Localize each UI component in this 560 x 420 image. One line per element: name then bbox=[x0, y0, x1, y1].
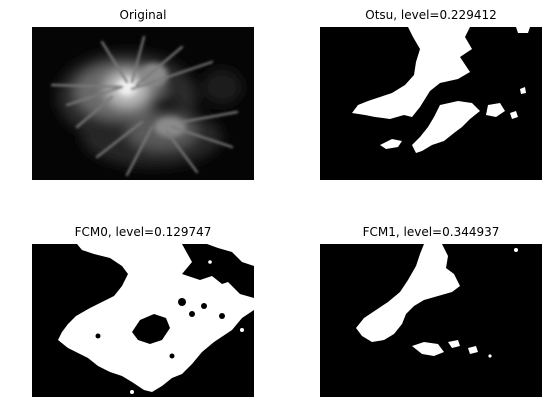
otsu-mask-image bbox=[320, 27, 542, 180]
fcm0-mask-image bbox=[32, 244, 254, 397]
original-image bbox=[32, 27, 254, 180]
panel-title-fcm1: FCM1, level=0.344937 bbox=[362, 225, 500, 239]
fcm1-mask-image bbox=[320, 244, 542, 397]
panel-title-otsu: Otsu, level=0.229412 bbox=[365, 8, 497, 22]
panel-title-fcm0: FCM0, level=0.129747 bbox=[74, 225, 212, 239]
panel-title-original: Original bbox=[119, 8, 167, 22]
